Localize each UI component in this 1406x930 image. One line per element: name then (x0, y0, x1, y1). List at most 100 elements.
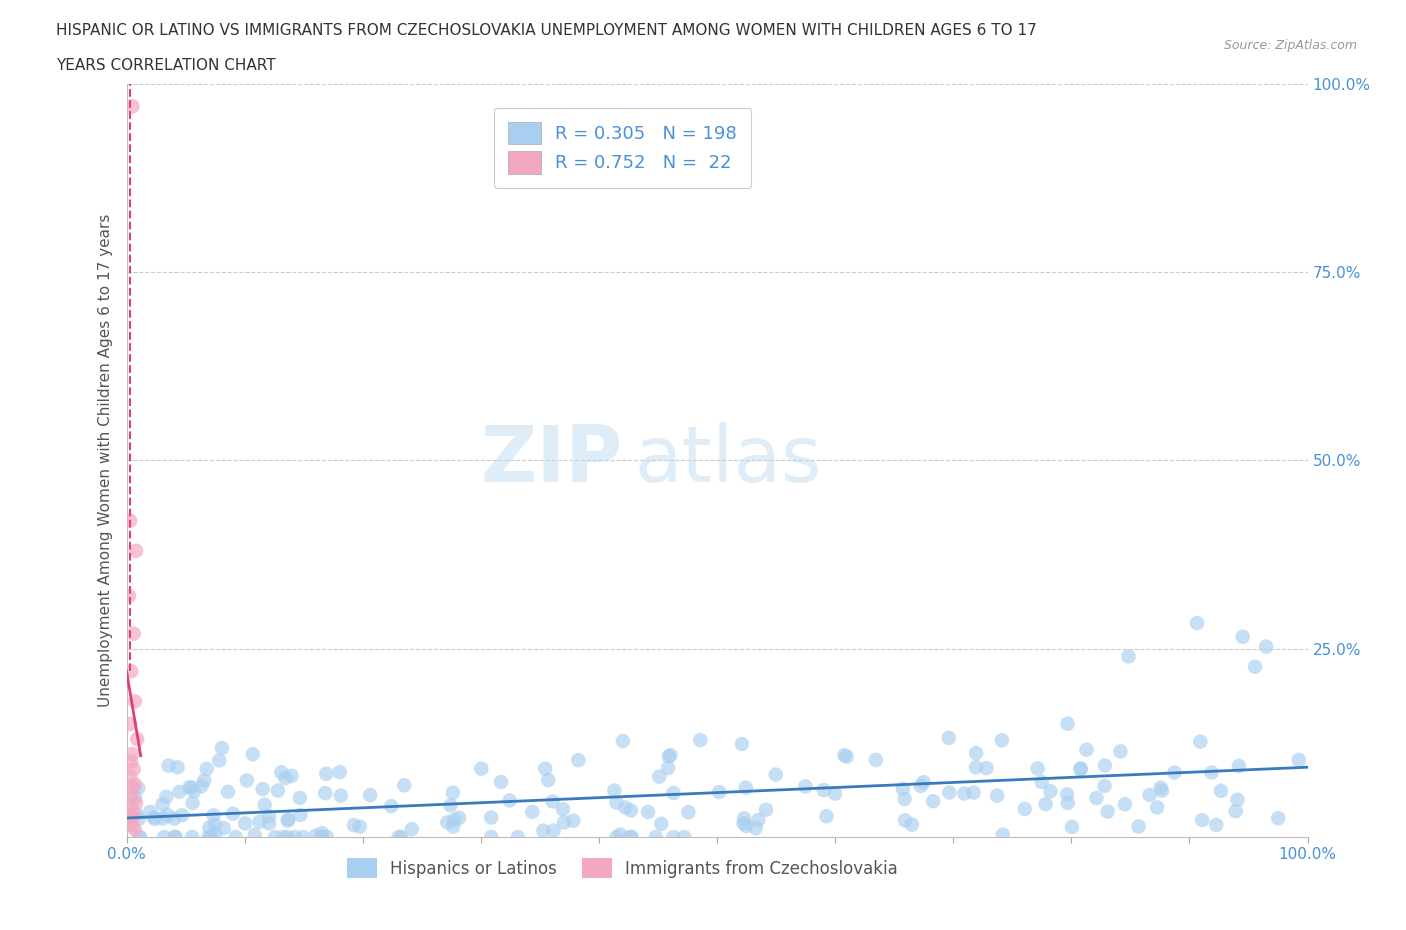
Point (551, 802, 574, 817)
Y-axis label: Unemployment Among Women with Children Ages 6 to 17 years: Unemployment Among Women with Children A… (97, 214, 112, 707)
Point (499, 793, 522, 808)
Point (284, 830, 307, 844)
Point (447, 810, 470, 825)
Point (208, 753, 231, 768)
Point (1232, 630, 1254, 644)
Text: YEARS CORRELATION CHART: YEARS CORRELATION CHART (56, 58, 276, 73)
Point (274, 771, 297, 786)
Point (121, 818, 143, 833)
Point (271, 830, 294, 844)
Point (388, 830, 411, 844)
Point (197, 830, 219, 844)
Point (986, 789, 1008, 804)
Point (129, 830, 152, 844)
Point (834, 748, 856, 763)
Point (1035, 797, 1057, 812)
Point (127, 732, 149, 747)
Point (1163, 765, 1185, 780)
Point (891, 781, 914, 796)
Text: atlas: atlas (634, 422, 823, 498)
Point (212, 820, 235, 835)
Point (537, 773, 560, 788)
Point (612, 734, 634, 749)
Point (264, 830, 287, 844)
Point (120, 513, 142, 528)
Point (614, 800, 637, 815)
Point (165, 830, 187, 844)
Point (894, 813, 917, 828)
Point (606, 830, 628, 844)
Point (912, 775, 935, 790)
Point (938, 730, 960, 745)
Point (1227, 759, 1250, 774)
Point (204, 827, 226, 842)
Point (153, 830, 176, 844)
Point (734, 780, 756, 795)
Point (441, 785, 464, 800)
Point (349, 819, 371, 834)
Point (606, 795, 628, 810)
Point (441, 819, 464, 834)
Point (733, 816, 755, 830)
Point (394, 777, 416, 792)
Point (157, 758, 180, 773)
Point (824, 786, 846, 801)
Point (567, 752, 589, 767)
Point (1039, 784, 1062, 799)
Point (1225, 804, 1247, 818)
Point (120, 788, 142, 803)
Point (243, 828, 266, 843)
Point (233, 816, 256, 830)
Point (1056, 716, 1078, 731)
Point (152, 811, 174, 826)
Legend: Hispanics or Latinos, Immigrants from Czechoslovakia: Hispanics or Latinos, Immigrants from Cz… (340, 852, 905, 885)
Point (120, 664, 142, 679)
Point (1191, 813, 1213, 828)
Point (118, 589, 141, 604)
Point (200, 830, 222, 844)
Point (253, 797, 276, 812)
Point (731, 737, 754, 751)
Point (179, 780, 201, 795)
Point (910, 778, 932, 793)
Point (506, 830, 529, 844)
Point (202, 808, 225, 823)
Point (1031, 775, 1053, 790)
Point (169, 784, 191, 799)
Point (1244, 659, 1267, 674)
Point (343, 817, 366, 832)
Point (257, 809, 280, 824)
Point (1056, 795, 1078, 810)
Point (309, 830, 332, 844)
Point (1146, 800, 1168, 815)
Point (288, 790, 311, 805)
Point (124, 790, 146, 805)
Point (190, 778, 212, 793)
Point (650, 817, 672, 831)
Point (648, 769, 671, 784)
Point (1189, 734, 1212, 749)
Point (242, 747, 264, 762)
Point (155, 790, 177, 804)
Point (290, 807, 312, 822)
Point (222, 806, 245, 821)
Point (143, 812, 166, 827)
Point (657, 761, 679, 776)
Point (198, 820, 221, 835)
Point (267, 783, 290, 798)
Point (401, 821, 423, 836)
Point (1209, 783, 1232, 798)
Point (249, 815, 271, 830)
Point (765, 767, 787, 782)
Point (120, 717, 142, 732)
Point (305, 828, 328, 843)
Point (1109, 744, 1132, 759)
Point (1026, 761, 1049, 776)
Point (976, 761, 998, 776)
Point (1226, 792, 1249, 807)
Point (120, 769, 142, 784)
Point (292, 830, 315, 844)
Point (609, 827, 631, 842)
Point (673, 830, 696, 844)
Point (122, 807, 145, 822)
